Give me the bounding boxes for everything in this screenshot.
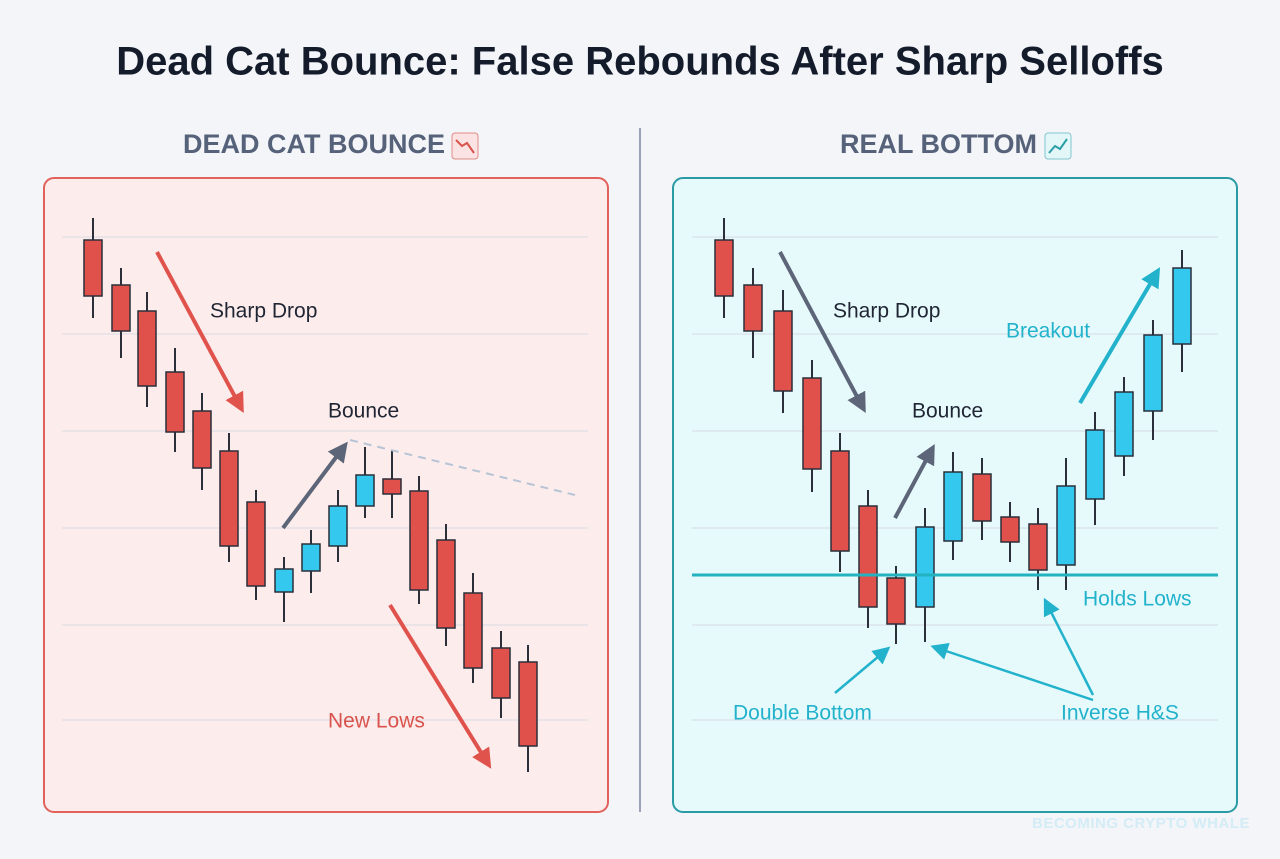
label: Holds Lows: [1083, 588, 1192, 611]
right-heading: REAL BOTTOM: [840, 129, 1037, 159]
label: Inverse H&S: [1061, 702, 1179, 725]
candle-body: [328, 505, 348, 547]
label: Bounce: [328, 400, 399, 423]
candle-body: [743, 284, 763, 332]
candle-body: [830, 450, 850, 552]
holds-lows-arrow: [1043, 597, 1095, 696]
candle-body: [137, 310, 157, 387]
candle-body: [773, 310, 793, 392]
candle-body: [518, 661, 538, 747]
candle-body: [274, 568, 294, 593]
candle-body: [972, 473, 992, 522]
candle-body: [1000, 516, 1020, 543]
label: Sharp Drop: [833, 300, 940, 323]
candle-body: [1114, 391, 1134, 457]
candle-body: [355, 474, 375, 507]
candle-body: [192, 410, 212, 469]
left-grid: [62, 236, 588, 721]
double-bottom-arrow: [834, 646, 891, 694]
candle-body: [246, 501, 266, 587]
breakout-arrow: [1078, 267, 1161, 405]
candle-body: [1085, 429, 1105, 500]
candle-body: [219, 450, 239, 547]
down-icon: [451, 132, 479, 160]
label: New Lows: [328, 710, 425, 733]
title: Dead Cat Bounce: False Rebounds After Sh…: [116, 40, 1164, 84]
label: Sharp Drop: [210, 300, 317, 323]
candle-body: [714, 239, 734, 297]
drop-arrow: [155, 251, 244, 414]
candles: [83, 218, 1192, 772]
candle-body: [802, 377, 822, 470]
candle-body: [436, 539, 456, 629]
drop-arrow: [778, 251, 866, 414]
candle-body: [1172, 267, 1192, 345]
candle-body: [83, 239, 103, 297]
candle-body: [491, 647, 511, 699]
bounce-arrow: [281, 441, 348, 530]
candle-body: [915, 526, 935, 608]
candle-body: [111, 284, 131, 332]
label: Breakout: [1006, 320, 1090, 343]
inverse-hs-arrow: [930, 643, 1094, 702]
up-icon: [1044, 132, 1072, 160]
candle-body: [382, 478, 402, 495]
watermark: BECOMING CRYPTO WHALE: [1032, 815, 1250, 832]
label: Bounce: [912, 400, 983, 423]
bounce-arrow: [893, 443, 935, 519]
candle-body: [1056, 485, 1076, 566]
candle-body: [858, 505, 878, 608]
candle-body: [886, 577, 906, 625]
candle-body: [165, 371, 185, 433]
candle-body: [463, 592, 483, 669]
candle-body: [943, 471, 963, 542]
label: Double Bottom: [733, 702, 872, 725]
candle-body: [301, 543, 321, 572]
candle-body: [1028, 523, 1048, 571]
left-heading: DEAD CAT BOUNCE: [183, 129, 445, 159]
new-lows-arrow: [388, 603, 492, 769]
candle-body: [409, 490, 429, 591]
candle-body: [1143, 334, 1163, 412]
lower-high-line: [349, 439, 576, 496]
